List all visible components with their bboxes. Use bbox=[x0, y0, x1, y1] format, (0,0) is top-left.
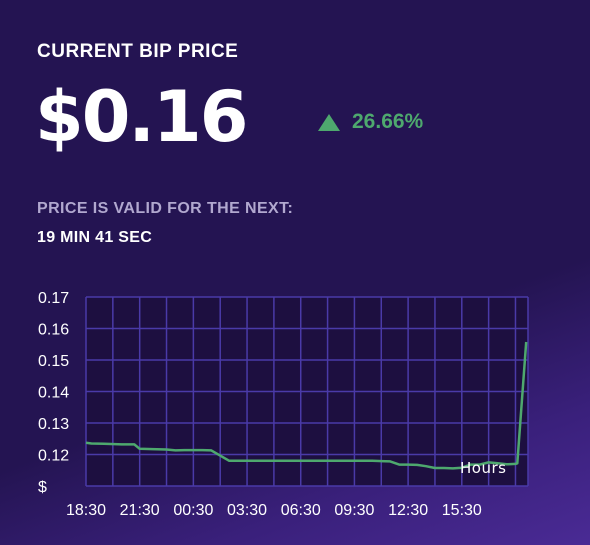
current-price: $0.16 bbox=[35, 76, 248, 158]
y-tick-label: 0.17 bbox=[38, 290, 69, 307]
validity-countdown: 19 MIN 41 SEC bbox=[37, 229, 153, 246]
x-tick-label: 15:30 bbox=[442, 502, 482, 519]
chart-ticks: 0.17 0.16 0.15 0.14 0.13 0.12 $18:30 21:30 00:30… bbox=[38, 290, 482, 519]
chart-grid bbox=[85, 296, 529, 487]
triangle-up-icon bbox=[318, 113, 340, 131]
x-tick-label: 21:30 bbox=[120, 502, 160, 519]
y-tick-label: 0.16 bbox=[38, 322, 69, 339]
y-tick-label: 0.12 bbox=[38, 448, 69, 465]
y-tick-label: 0.13 bbox=[38, 416, 69, 433]
x-tick-label: 00:30 bbox=[173, 502, 213, 519]
validity-label: PRICE IS VALID FOR THE NEXT: bbox=[37, 200, 294, 217]
y-tick-label: 0.14 bbox=[38, 385, 69, 402]
page-title: CURRENT BIP PRICE bbox=[37, 41, 239, 62]
x-tick-label: 09:30 bbox=[334, 502, 374, 519]
price-change-percent: 26.66% bbox=[352, 110, 424, 133]
x-tick-label: 06:30 bbox=[281, 502, 321, 519]
x-axis-label: Hours bbox=[460, 459, 506, 477]
x-tick-label: 12:30 bbox=[388, 502, 428, 519]
price-line bbox=[85, 341, 528, 470]
x-tick-label: 03:30 bbox=[227, 502, 267, 519]
y-tick-label: $ bbox=[38, 479, 47, 496]
x-tick-label: 18:30 bbox=[66, 502, 106, 519]
price-change: 26.66% bbox=[318, 110, 423, 134]
y-tick-label: 0.15 bbox=[38, 353, 69, 370]
